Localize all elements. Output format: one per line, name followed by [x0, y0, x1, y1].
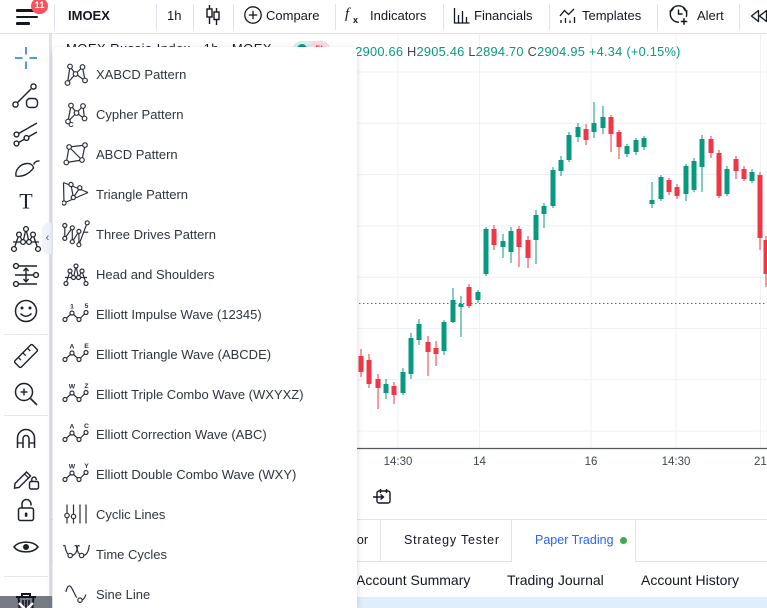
svg-text:5: 5: [85, 303, 89, 310]
svg-text:f: f: [345, 6, 351, 22]
svg-text:E: E: [84, 343, 89, 350]
svg-text:W: W: [69, 464, 76, 471]
svg-text:A: A: [70, 424, 75, 431]
svg-text:C: C: [68, 120, 74, 128]
svg-text:14:30: 14:30: [662, 456, 691, 468]
svg-text:C: C: [84, 423, 89, 430]
svg-text:Y: Y: [84, 463, 89, 470]
svg-text:16: 16: [585, 456, 598, 468]
svg-text:14:30: 14:30: [384, 456, 413, 468]
svg-text:x: x: [353, 15, 358, 25]
svg-text:A: A: [70, 344, 75, 351]
svg-text:1: 1: [70, 304, 74, 311]
svg-text:21: 21: [754, 456, 767, 468]
svg-text:14: 14: [473, 456, 486, 468]
svg-text:W: W: [69, 384, 76, 391]
svg-text:Z: Z: [84, 383, 88, 390]
svg-text:T: T: [19, 189, 33, 214]
